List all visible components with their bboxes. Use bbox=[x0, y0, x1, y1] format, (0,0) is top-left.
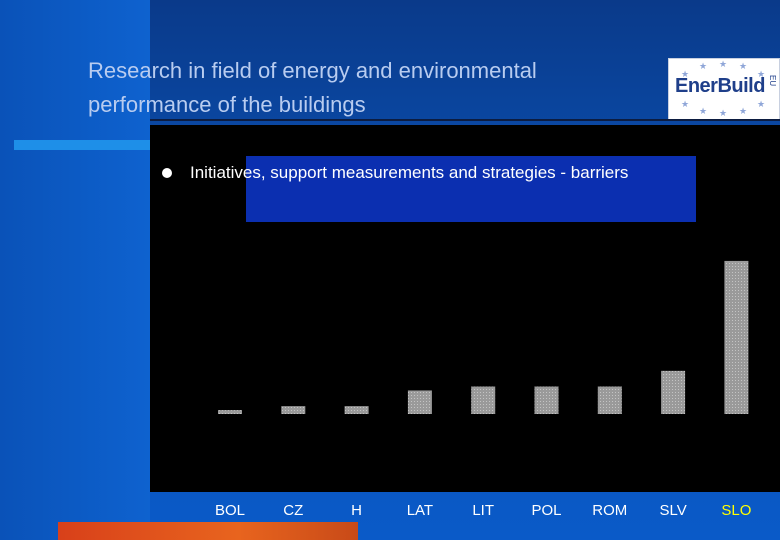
x-tick-label-h: H bbox=[351, 502, 363, 519]
bar-h bbox=[344, 406, 369, 414]
left-background-strip bbox=[0, 0, 150, 540]
x-tick-label-lit: LIT bbox=[472, 502, 495, 519]
logo-star-icon: ★ bbox=[699, 106, 708, 116]
bar-cz bbox=[281, 406, 306, 414]
logo-star-icon: ★ bbox=[719, 108, 728, 118]
enerbuild-logo: ★ ★ ★ ★ ★ ★ ★ ★ ★ ★ EnerBuild EU bbox=[668, 58, 780, 120]
bar-lat bbox=[407, 390, 432, 414]
logo-star-icon: ★ bbox=[757, 69, 766, 79]
highlight-box bbox=[246, 156, 696, 222]
logo-star-icon: ★ bbox=[739, 61, 748, 71]
logo-side-text: EU bbox=[768, 75, 777, 87]
title-divider bbox=[150, 119, 780, 121]
bar-chart bbox=[218, 260, 749, 414]
slide-title-line-2: performance of the buildings bbox=[88, 92, 366, 117]
logo-star-icon: ★ bbox=[719, 59, 728, 69]
logo-star-icon: ★ bbox=[699, 61, 708, 71]
bar-pol bbox=[534, 386, 559, 414]
x-tick-label-lat: LAT bbox=[406, 502, 434, 519]
logo-wordmark: EnerBuild bbox=[675, 75, 765, 97]
logo-star-icon: ★ bbox=[681, 99, 690, 109]
bar-slo bbox=[724, 260, 749, 414]
x-tick-label-bol: BOL bbox=[214, 502, 246, 519]
x-tick-label-slo: SLO bbox=[721, 502, 752, 519]
x-axis-labels: BOL CZ H LAT LIT POL ROM SLV SLO bbox=[0, 502, 780, 526]
logo-star-icon: ★ bbox=[757, 99, 766, 109]
logo-star-icon: ★ bbox=[739, 106, 748, 116]
bullet-icon bbox=[162, 168, 172, 178]
bar-slv bbox=[661, 370, 686, 414]
bar-bol bbox=[218, 410, 242, 414]
x-tick-label-rom: ROM bbox=[592, 502, 628, 519]
logo-star-icon: ★ bbox=[681, 69, 690, 79]
x-tick-label-pol: POL bbox=[531, 502, 562, 519]
x-tick-label-slv: SLV bbox=[659, 502, 687, 519]
x-tick-label-cz: CZ bbox=[283, 502, 304, 519]
bar-rom bbox=[597, 386, 622, 414]
slide-title-line-1: Research in field of energy and environm… bbox=[88, 58, 537, 83]
bullet-text: Initiatives, support measurements and st… bbox=[190, 163, 629, 182]
accent-bar bbox=[14, 140, 154, 150]
bottom-accent-bar bbox=[58, 522, 358, 540]
bar-lit bbox=[471, 386, 496, 414]
